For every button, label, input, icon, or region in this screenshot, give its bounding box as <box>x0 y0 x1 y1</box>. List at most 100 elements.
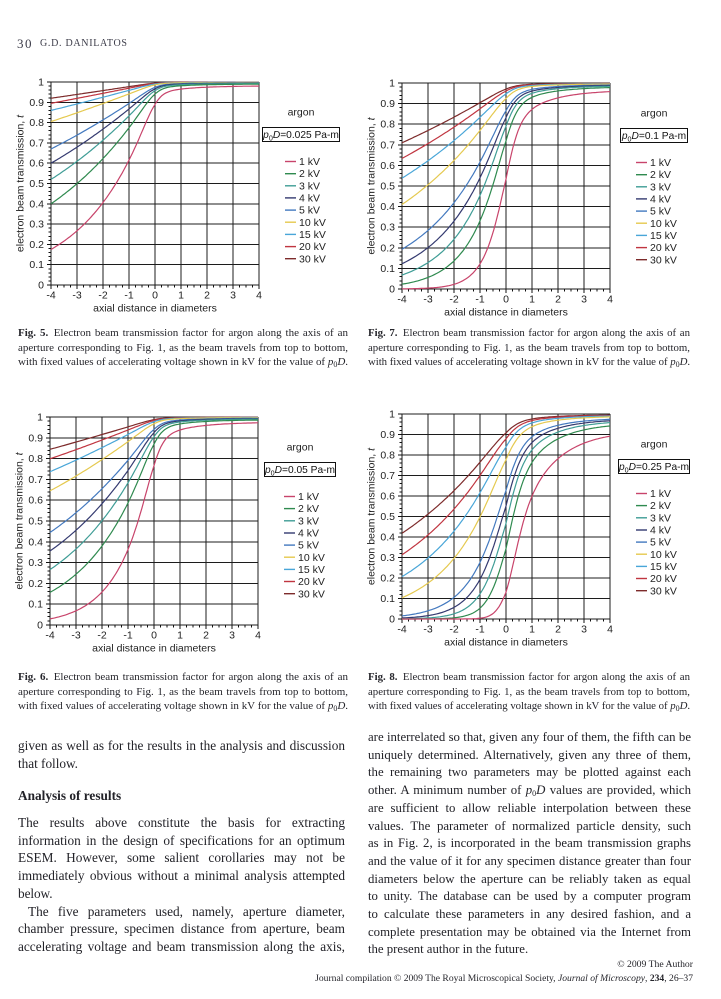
svg-text:0.4: 0.4 <box>380 532 395 544</box>
svg-text:4 kV: 4 kV <box>299 193 320 205</box>
svg-text:1: 1 <box>389 409 395 421</box>
svg-text:0.7: 0.7 <box>29 137 44 149</box>
svg-text:0: 0 <box>503 294 509 306</box>
svg-text:20 kV: 20 kV <box>650 242 677 254</box>
svg-text:0.5: 0.5 <box>29 178 44 190</box>
svg-text:0: 0 <box>503 624 509 636</box>
svg-text:4 kV: 4 kV <box>650 194 671 206</box>
svg-text:argon: argon <box>287 442 314 454</box>
svg-text:4 kV: 4 kV <box>298 528 319 540</box>
svg-text:5 kV: 5 kV <box>650 537 671 549</box>
svg-text:30 kV: 30 kV <box>650 585 677 597</box>
svg-text:1: 1 <box>529 294 535 306</box>
svg-text:2: 2 <box>204 290 210 302</box>
svg-text:axial distance in diameters: axial distance in diameters <box>92 643 216 655</box>
svg-text:2: 2 <box>555 294 561 306</box>
svg-text:15 kV: 15 kV <box>298 564 325 576</box>
svg-text:1: 1 <box>37 412 43 424</box>
svg-text:-1: -1 <box>475 624 484 636</box>
svg-text:1 kV: 1 kV <box>650 488 671 500</box>
svg-text:0: 0 <box>389 614 395 626</box>
svg-text:30 kV: 30 kV <box>650 254 677 266</box>
svg-text:axial distance in diameters: axial distance in diameters <box>444 637 568 649</box>
svg-text:p0D=0.25 Pa-m: p0D=0.25 Pa-m <box>618 462 689 474</box>
svg-text:axial distance in diameters: axial distance in diameters <box>93 303 217 315</box>
svg-text:0.6: 0.6 <box>380 491 395 503</box>
svg-text:0.5: 0.5 <box>28 516 43 528</box>
svg-text:3: 3 <box>581 624 587 636</box>
svg-text:0.4: 0.4 <box>380 201 395 213</box>
svg-text:-3: -3 <box>72 290 81 302</box>
svg-text:2 kV: 2 kV <box>650 169 671 181</box>
svg-text:1: 1 <box>177 630 183 642</box>
svg-text:p0D=0.05 Pa-m: p0D=0.05 Pa-m <box>264 465 335 477</box>
svg-text:0.1: 0.1 <box>380 593 395 605</box>
svg-text:3: 3 <box>581 294 587 306</box>
svg-text:0.7: 0.7 <box>380 139 395 151</box>
svg-text:-3: -3 <box>423 294 432 306</box>
svg-text:0: 0 <box>151 630 157 642</box>
svg-text:-2: -2 <box>449 624 458 636</box>
svg-text:0: 0 <box>38 280 44 292</box>
svg-text:4: 4 <box>256 290 262 302</box>
svg-text:0.4: 0.4 <box>29 198 44 210</box>
svg-text:0.9: 0.9 <box>29 97 44 109</box>
svg-text:5 kV: 5 kV <box>299 205 320 217</box>
svg-text:1 kV: 1 kV <box>299 156 320 168</box>
svg-text:5 kV: 5 kV <box>298 540 319 552</box>
svg-text:0.2: 0.2 <box>28 578 43 590</box>
svg-text:3 kV: 3 kV <box>299 180 320 192</box>
svg-text:1: 1 <box>178 290 184 302</box>
svg-text:0.8: 0.8 <box>380 119 395 131</box>
svg-text:electron beam transmission, t: electron beam transmission, t <box>366 116 378 254</box>
svg-text:0.4: 0.4 <box>28 536 43 548</box>
svg-text:3: 3 <box>230 290 236 302</box>
svg-text:-4: -4 <box>397 294 406 306</box>
svg-text:15 kV: 15 kV <box>650 230 677 242</box>
svg-text:3 kV: 3 kV <box>650 512 671 524</box>
svg-text:argon: argon <box>288 107 315 119</box>
svg-text:axial distance in diameters: axial distance in diameters <box>444 307 568 319</box>
svg-text:-4: -4 <box>397 624 406 636</box>
svg-text:15 kV: 15 kV <box>299 229 326 241</box>
svg-text:-1: -1 <box>124 290 133 302</box>
svg-text:20 kV: 20 kV <box>299 241 326 253</box>
svg-text:-4: -4 <box>46 290 55 302</box>
svg-text:20 kV: 20 kV <box>650 573 677 585</box>
svg-text:0.2: 0.2 <box>29 239 44 251</box>
svg-text:2: 2 <box>203 630 209 642</box>
svg-text:3 kV: 3 kV <box>650 181 671 193</box>
svg-text:0.3: 0.3 <box>380 552 395 564</box>
svg-text:0.8: 0.8 <box>380 450 395 462</box>
svg-text:0.3: 0.3 <box>28 557 43 569</box>
svg-text:0.8: 0.8 <box>29 117 44 129</box>
svg-text:0.1: 0.1 <box>28 599 43 611</box>
svg-text:-4: -4 <box>45 630 54 642</box>
svg-text:0.9: 0.9 <box>380 429 395 441</box>
svg-text:2 kV: 2 kV <box>650 500 671 512</box>
svg-text:argon: argon <box>641 108 668 120</box>
svg-text:4 kV: 4 kV <box>650 525 671 537</box>
svg-text:p0D=0.025 Pa-m: p0D=0.025 Pa-m <box>262 130 339 142</box>
svg-text:1 kV: 1 kV <box>298 491 319 503</box>
svg-text:argon: argon <box>641 439 668 451</box>
svg-text:p0D=0.1 Pa-m: p0D=0.1 Pa-m <box>621 131 686 143</box>
svg-text:2 kV: 2 kV <box>298 503 319 515</box>
svg-text:5 kV: 5 kV <box>650 206 671 218</box>
svg-text:1: 1 <box>389 78 395 90</box>
svg-text:-2: -2 <box>97 630 106 642</box>
svg-text:4: 4 <box>607 624 613 636</box>
svg-text:0.2: 0.2 <box>380 573 395 585</box>
svg-text:10 kV: 10 kV <box>650 218 677 230</box>
svg-text:0.2: 0.2 <box>380 242 395 254</box>
svg-text:30 kV: 30 kV <box>299 253 326 265</box>
svg-text:2: 2 <box>555 624 561 636</box>
svg-text:electron beam transmission, t: electron beam transmission, t <box>366 447 378 585</box>
svg-text:20 kV: 20 kV <box>298 576 325 588</box>
svg-text:-2: -2 <box>98 290 107 302</box>
svg-text:0: 0 <box>152 290 158 302</box>
svg-text:0: 0 <box>389 284 395 296</box>
svg-text:0.7: 0.7 <box>28 474 43 486</box>
svg-text:0.7: 0.7 <box>380 470 395 482</box>
svg-text:0.6: 0.6 <box>28 495 43 507</box>
